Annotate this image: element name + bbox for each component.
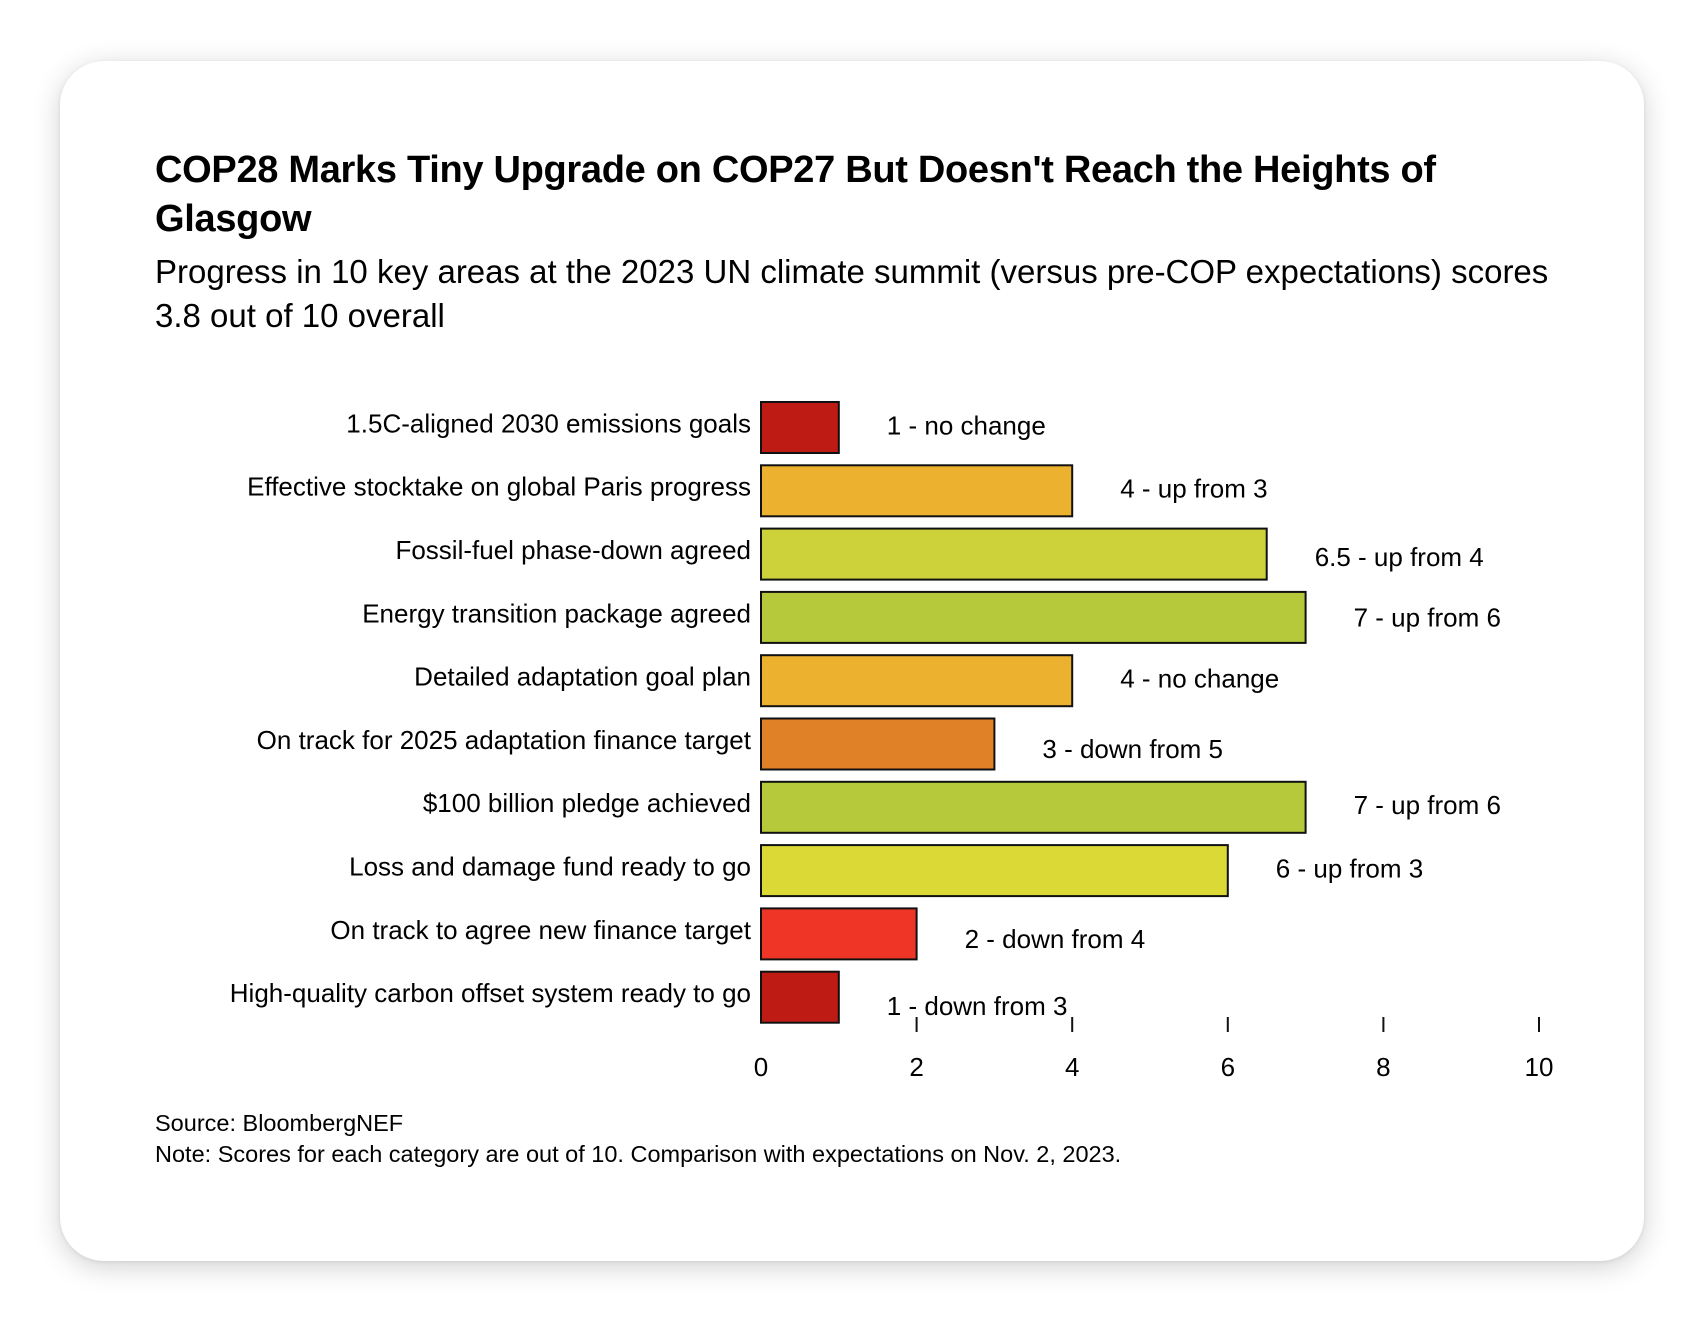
data-label: 3 - down from 5 [1042,734,1223,764]
category-label: High-quality carbon offset system ready … [230,978,751,1008]
x-tick-label: 4 [1065,1052,1079,1082]
chart-subtitle: Progress in 10 key areas at the 2023 UN … [155,253,1549,334]
category-label: $100 billion pledge achieved [423,788,751,818]
category-label: Fossil-fuel phase-down agreed [395,535,751,565]
x-tick-label: 2 [909,1052,923,1082]
bars-layer [760,401,1307,1024]
bar-1 [760,401,840,454]
category-label: Effective stocktake on global Paris prog… [247,472,751,502]
data-label: 1 - down from 3 [887,991,1068,1021]
bar-6 [760,717,996,771]
bar-5 [760,654,1074,708]
data-label: 4 - up from 3 [1120,474,1267,504]
bar-2 [760,464,1074,518]
x-axis: 0 2 4 6 8 10 [754,1017,1554,1082]
category-label: Detailed adaptation goal plan [414,662,751,692]
data-label: 6.5 - up from 4 [1315,542,1484,572]
category-label: Energy transition package agreed [362,598,751,628]
bar-4 [760,590,1307,644]
bar-10 [760,970,840,1024]
category-label: 1.5C-aligned 2030 emissions goals [346,408,751,438]
category-labels: 1.5C-aligned 2030 emissions goals Effecti… [230,408,752,1008]
chart-title: COP28 Marks Tiny Upgrade on COP27 But Do… [155,149,1436,240]
category-label: On track to agree new finance target [330,915,751,945]
data-label: 6 - up from 3 [1276,853,1423,883]
bar-8 [760,844,1229,898]
x-tick-label: 10 [1525,1052,1554,1082]
category-label: On track for 2025 adaptation finance tar… [257,725,752,755]
footer: Source: BloombergNEF Note: Scores for ea… [155,1108,1121,1170]
bar-9 [760,907,918,961]
bar-3 [760,527,1268,581]
source-note: Source: BloombergNEF [155,1110,404,1136]
data-label: 1 - no change [887,410,1046,440]
x-tick-label: 6 [1221,1052,1235,1082]
data-label: 2 - down from 4 [965,924,1146,954]
x-tick-label: 8 [1376,1052,1390,1082]
data-label: 7 - up from 6 [1354,602,1501,632]
methodology-note: Note: Scores for each category are out o… [155,1141,1122,1167]
data-label: 4 - no change [1120,664,1279,694]
bar-7 [760,780,1307,834]
data-labels: 1 - no change 4 - up from 3 6.5 - up from … [887,410,1501,1021]
data-label: 7 - up from 6 [1354,790,1501,820]
x-tick-label: 0 [754,1052,768,1082]
category-label: Loss and damage fund ready to go [349,851,751,881]
